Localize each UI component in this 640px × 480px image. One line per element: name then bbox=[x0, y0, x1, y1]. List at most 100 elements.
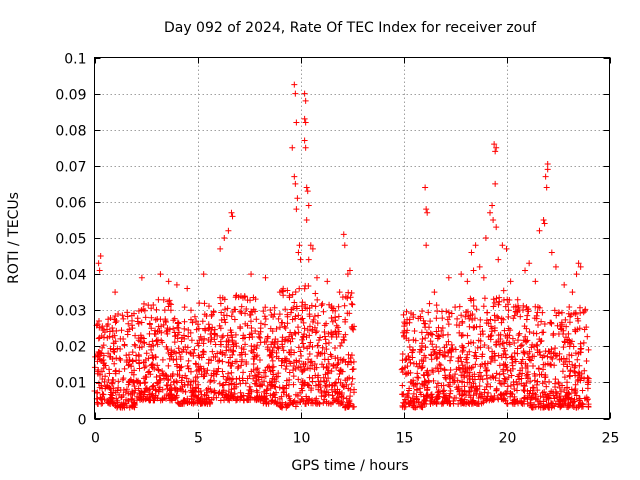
roti-point bbox=[302, 144, 309, 151]
roti-point bbox=[265, 363, 272, 370]
roti-point bbox=[253, 377, 260, 384]
roti-point bbox=[157, 316, 164, 323]
roti-point bbox=[539, 329, 546, 336]
roti-point bbox=[292, 180, 299, 187]
roti-point bbox=[535, 365, 542, 372]
roti-point bbox=[262, 315, 269, 322]
chart-title: Day 092 of 2024, Rate Of TEC Index for r… bbox=[164, 20, 537, 36]
y-tick-label: 0.02 bbox=[55, 340, 86, 356]
roti-point bbox=[418, 356, 425, 363]
roti-point bbox=[518, 341, 525, 348]
roti-point bbox=[229, 375, 236, 382]
roti-point bbox=[298, 367, 305, 374]
roti-point bbox=[201, 391, 208, 398]
roti-point bbox=[453, 384, 460, 391]
roti-point bbox=[205, 303, 212, 310]
roti-point bbox=[249, 334, 256, 341]
roti-point bbox=[129, 395, 136, 402]
roti-point bbox=[117, 345, 124, 352]
roti-point bbox=[338, 390, 345, 397]
roti-point bbox=[115, 378, 122, 385]
roti-point bbox=[495, 256, 502, 263]
roti-point bbox=[317, 334, 324, 341]
roti-point bbox=[210, 353, 217, 360]
roti-point bbox=[536, 371, 543, 378]
roti-point bbox=[433, 343, 440, 350]
roti-point bbox=[515, 332, 522, 339]
y-tick-label: 0.06 bbox=[55, 196, 86, 212]
roti-point bbox=[118, 394, 125, 401]
roti-point bbox=[459, 379, 466, 386]
roti-point bbox=[291, 299, 298, 306]
roti-point bbox=[494, 394, 501, 401]
roti-point bbox=[427, 318, 434, 325]
roti-point bbox=[422, 335, 429, 342]
roti-point bbox=[96, 371, 103, 378]
roti-point bbox=[122, 389, 129, 396]
roti-point bbox=[316, 381, 323, 388]
roti-point bbox=[495, 332, 502, 339]
roti-point bbox=[500, 350, 507, 357]
roti-point bbox=[446, 375, 453, 382]
roti-point bbox=[427, 338, 434, 345]
roti-point bbox=[165, 298, 172, 305]
roti-point bbox=[536, 227, 543, 234]
roti-point bbox=[434, 365, 441, 372]
roti-point bbox=[176, 349, 183, 356]
roti-point bbox=[328, 353, 335, 360]
roti-point bbox=[268, 349, 275, 356]
roti-point bbox=[529, 384, 536, 391]
roti-point bbox=[287, 309, 294, 316]
roti-point bbox=[278, 358, 285, 365]
roti-point bbox=[482, 235, 489, 241]
roti-point bbox=[109, 325, 116, 332]
roti-point bbox=[533, 381, 540, 388]
roti-point bbox=[304, 188, 311, 195]
roti-point bbox=[470, 303, 477, 310]
roti-point bbox=[103, 322, 110, 329]
roti-point bbox=[493, 295, 500, 302]
roti-point bbox=[154, 341, 161, 348]
roti-point bbox=[238, 349, 245, 356]
roti-point bbox=[484, 360, 491, 367]
roti-point bbox=[326, 301, 333, 308]
roti-point bbox=[464, 372, 471, 379]
roti-point bbox=[517, 367, 524, 374]
roti-point bbox=[567, 340, 574, 347]
roti-point bbox=[552, 345, 559, 352]
roti-point bbox=[441, 387, 448, 394]
roti-point bbox=[431, 349, 438, 356]
roti-point bbox=[306, 313, 313, 320]
roti-point bbox=[309, 328, 316, 335]
roti-point bbox=[279, 334, 286, 341]
roti-point bbox=[138, 396, 145, 403]
roti-point bbox=[325, 339, 332, 346]
roti-point bbox=[487, 374, 494, 381]
roti-point bbox=[320, 399, 327, 406]
roti-point bbox=[523, 380, 530, 387]
roti-point bbox=[562, 395, 569, 402]
roti-point bbox=[289, 144, 296, 151]
roti-point bbox=[487, 383, 494, 390]
roti-point bbox=[338, 398, 345, 405]
roti-point bbox=[417, 315, 424, 322]
roti-point bbox=[196, 398, 203, 405]
y-tick-label: 0.03 bbox=[55, 304, 86, 320]
roti-point bbox=[318, 393, 325, 400]
roti-point bbox=[273, 353, 280, 360]
roti-point bbox=[410, 398, 417, 405]
roti-point bbox=[263, 400, 270, 407]
roti-point bbox=[411, 404, 418, 411]
roti-point bbox=[248, 342, 255, 349]
roti-point bbox=[95, 380, 102, 387]
roti-point bbox=[541, 220, 548, 227]
roti-point bbox=[92, 353, 99, 360]
roti-point bbox=[571, 390, 578, 397]
roti-point bbox=[291, 359, 298, 366]
roti-point bbox=[247, 397, 254, 404]
roti-point bbox=[281, 323, 288, 330]
x-tick-label: 0 bbox=[91, 431, 100, 447]
roti-point bbox=[235, 363, 242, 370]
roti-point bbox=[302, 400, 309, 407]
roti-point bbox=[215, 390, 222, 397]
